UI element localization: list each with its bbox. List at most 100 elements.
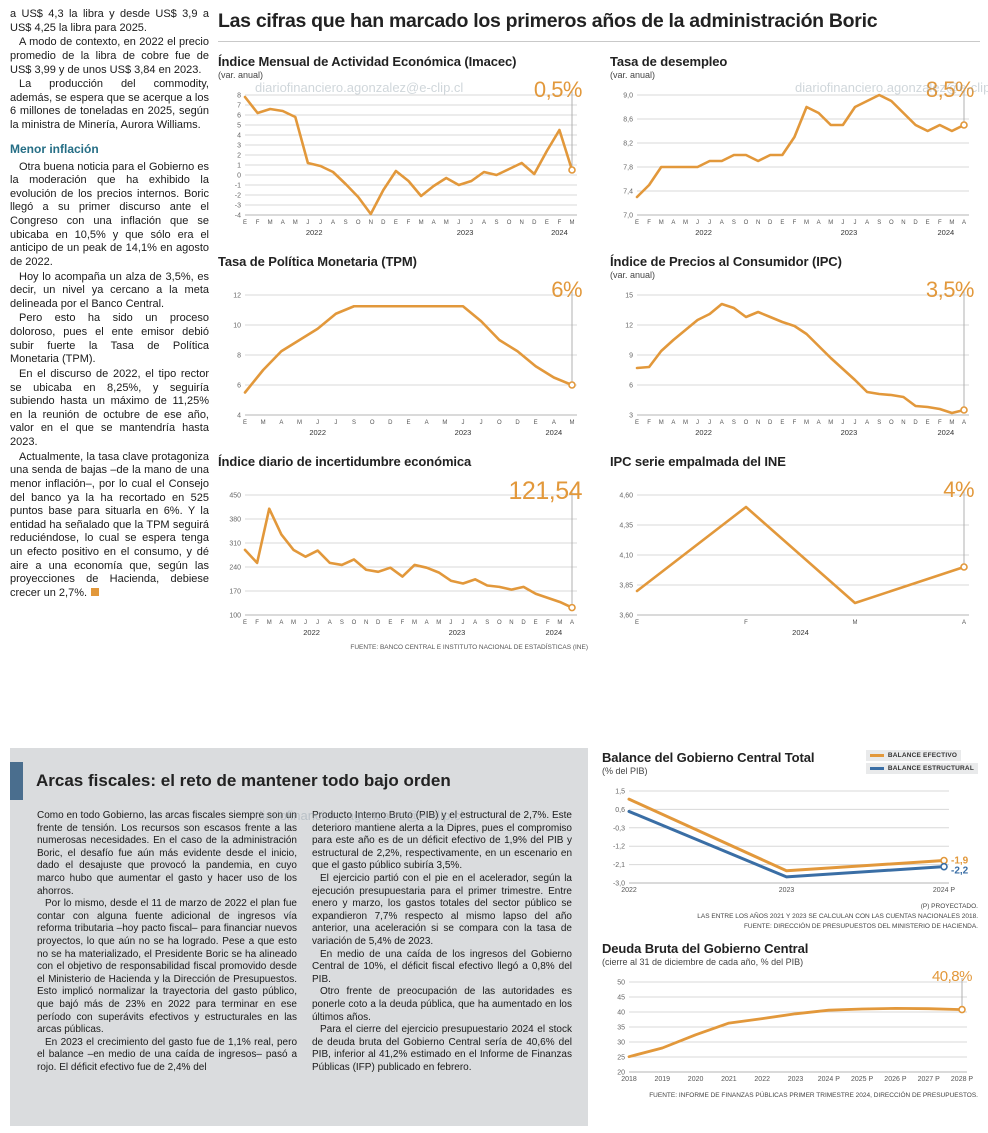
svg-text:A: A (962, 620, 966, 626)
box-column-1: Como en todo Gobierno, las arcas fiscale… (37, 810, 297, 1074)
svg-text:J: J (854, 220, 857, 226)
article-paragraph: A modo de contexto, en 2022 el precio pr… (10, 36, 209, 76)
svg-text:D: D (913, 220, 918, 226)
svg-text:O: O (889, 420, 894, 426)
chart-subtitle: (var. anual) (610, 70, 656, 80)
svg-text:M: M (419, 220, 424, 226)
svg-text:J: J (708, 420, 711, 426)
svg-text:F: F (401, 620, 405, 626)
svg-text:N: N (901, 420, 905, 426)
svg-text:F: F (255, 620, 259, 626)
chart-title: Tasa de Política Monetaria (TPM) (218, 254, 417, 269)
svg-text:S: S (732, 420, 736, 426)
charts-section: Las cifras que han marcado los primeros … (218, 10, 980, 651)
svg-text:M: M (949, 420, 954, 426)
svg-text:J: J (696, 220, 699, 226)
svg-text:M: M (949, 220, 954, 226)
svg-text:F: F (407, 220, 411, 226)
left-article-column: a US$ 4,3 la libra y desde US$ 3,9 a US$… (10, 8, 209, 602)
svg-text:2023: 2023 (788, 1076, 804, 1083)
svg-text:2022: 2022 (695, 428, 712, 437)
svg-text:F: F (793, 220, 797, 226)
svg-text:A: A (865, 420, 869, 426)
incertidumbre-line-chart: 121,54 450 380 310 240 170 100 E F M A M J J A S O N D E F M… (218, 477, 588, 641)
svg-text:35: 35 (617, 1025, 625, 1032)
svg-text:-1,2: -1,2 (613, 844, 625, 851)
svg-text:A: A (570, 620, 574, 626)
article-paragraph: Actualmente, la tasa clave protagoniza u… (10, 450, 209, 599)
svg-text:D: D (768, 220, 773, 226)
box-paragraph: Por lo mismo, desde el 11 de marzo de 20… (37, 898, 297, 1036)
article-paragraph: Pero esto ha sido un proceso doloroso, p… (10, 312, 209, 366)
svg-text:2: 2 (237, 153, 241, 160)
ipc-line-chart: 3,5% 15 12 9 6 3 E F M A M J J A S O N D E F M A M J J A S O N D E F M A… (610, 277, 980, 441)
svg-text:M: M (557, 620, 562, 626)
svg-text:F: F (938, 420, 942, 426)
highlight-value: 6% (551, 277, 582, 302)
svg-text:M: M (436, 620, 441, 626)
svg-text:A: A (671, 220, 675, 226)
svg-text:2024: 2024 (545, 628, 562, 637)
chart-subtitle: (var. anual) (218, 70, 264, 80)
deuda-line-chart: 40,8% 50 45 40 35 30 25 20 2018 2019 2020 2021 2022… (602, 968, 978, 1088)
svg-text:2022: 2022 (695, 228, 712, 237)
svg-text:J: J (462, 420, 465, 426)
svg-text:-3,0: -3,0 (613, 881, 625, 888)
svg-text:A: A (331, 220, 335, 226)
svg-text:M: M (828, 220, 833, 226)
svg-text:F: F (546, 620, 550, 626)
chart-subtitle: (var. anual) (610, 270, 656, 280)
svg-text:E: E (926, 420, 930, 426)
svg-text:F: F (256, 220, 260, 226)
box-header: Arcas fiscales: el reto de mantener todo… (10, 762, 572, 800)
balance-legend: BALANCE EFECTIVO BALANCE ESTRUCTURAL (865, 750, 978, 774)
svg-text:-1,9: -1,9 (951, 856, 969, 867)
svg-text:10: 10 (233, 323, 241, 330)
svg-text:J: J (480, 420, 483, 426)
svg-text:2024: 2024 (545, 428, 562, 437)
svg-text:3: 3 (237, 143, 241, 150)
svg-text:0,6: 0,6 (615, 807, 625, 814)
svg-text:M: M (570, 420, 575, 426)
svg-text:4: 4 (237, 413, 241, 420)
svg-text:F: F (793, 420, 797, 426)
chart-desempleo: Tasa de desempleo (var. anual) 8,5% 9,0 8… (610, 54, 980, 241)
svg-text:D: D (913, 420, 918, 426)
svg-text:S: S (732, 220, 736, 226)
svg-text:A: A (865, 220, 869, 226)
svg-text:310: 310 (229, 541, 241, 548)
svg-text:A: A (552, 420, 556, 426)
chart-title: Índice diario de incertidumbre económica (218, 454, 472, 469)
svg-text:O: O (744, 420, 749, 426)
svg-text:2022: 2022 (309, 428, 326, 437)
svg-text:9: 9 (629, 353, 633, 360)
svg-text:2023: 2023 (455, 428, 472, 437)
svg-text:2019: 2019 (655, 1076, 671, 1083)
svg-text:2020: 2020 (688, 1076, 704, 1083)
svg-text:7: 7 (237, 103, 241, 110)
main-title: Las cifras que han marcado los primeros … (218, 10, 980, 42)
deuda-source-note: FUENTE: INFORME DE FINANZAS PÚBLICAS PRI… (649, 1092, 978, 1100)
chart-grid: Índice Mensual de Actividad Económica (I… (218, 54, 980, 651)
svg-text:M: M (804, 420, 809, 426)
svg-text:-0,3: -0,3 (613, 825, 625, 832)
svg-text:M: M (297, 420, 302, 426)
box-paragraph: Para el cierre del ejercicio presupuesta… (312, 1024, 572, 1073)
svg-text:-1: -1 (235, 183, 241, 190)
svg-text:A: A (425, 420, 429, 426)
box-paragraph: Como en todo Gobierno, las arcas fiscale… (37, 810, 297, 897)
arcas-fiscales-box: Arcas fiscales: el reto de mantener todo… (10, 748, 588, 1126)
svg-text:A: A (328, 620, 332, 626)
legend-item-efectivo: BALANCE EFECTIVO (865, 750, 962, 761)
svg-text:30: 30 (617, 1040, 625, 1047)
svg-text:7,4: 7,4 (623, 189, 633, 196)
svg-text:D: D (388, 420, 393, 426)
article-paragraph: En el discurso de 2022, el tipo rector s… (10, 367, 209, 448)
svg-text:170: 170 (229, 589, 241, 596)
svg-text:2021: 2021 (721, 1076, 737, 1083)
box-paragraph: Otro frente de preocupación de las autor… (312, 986, 572, 1023)
svg-text:M: M (261, 420, 266, 426)
svg-text:E: E (406, 420, 410, 426)
svg-text:A: A (817, 420, 821, 426)
